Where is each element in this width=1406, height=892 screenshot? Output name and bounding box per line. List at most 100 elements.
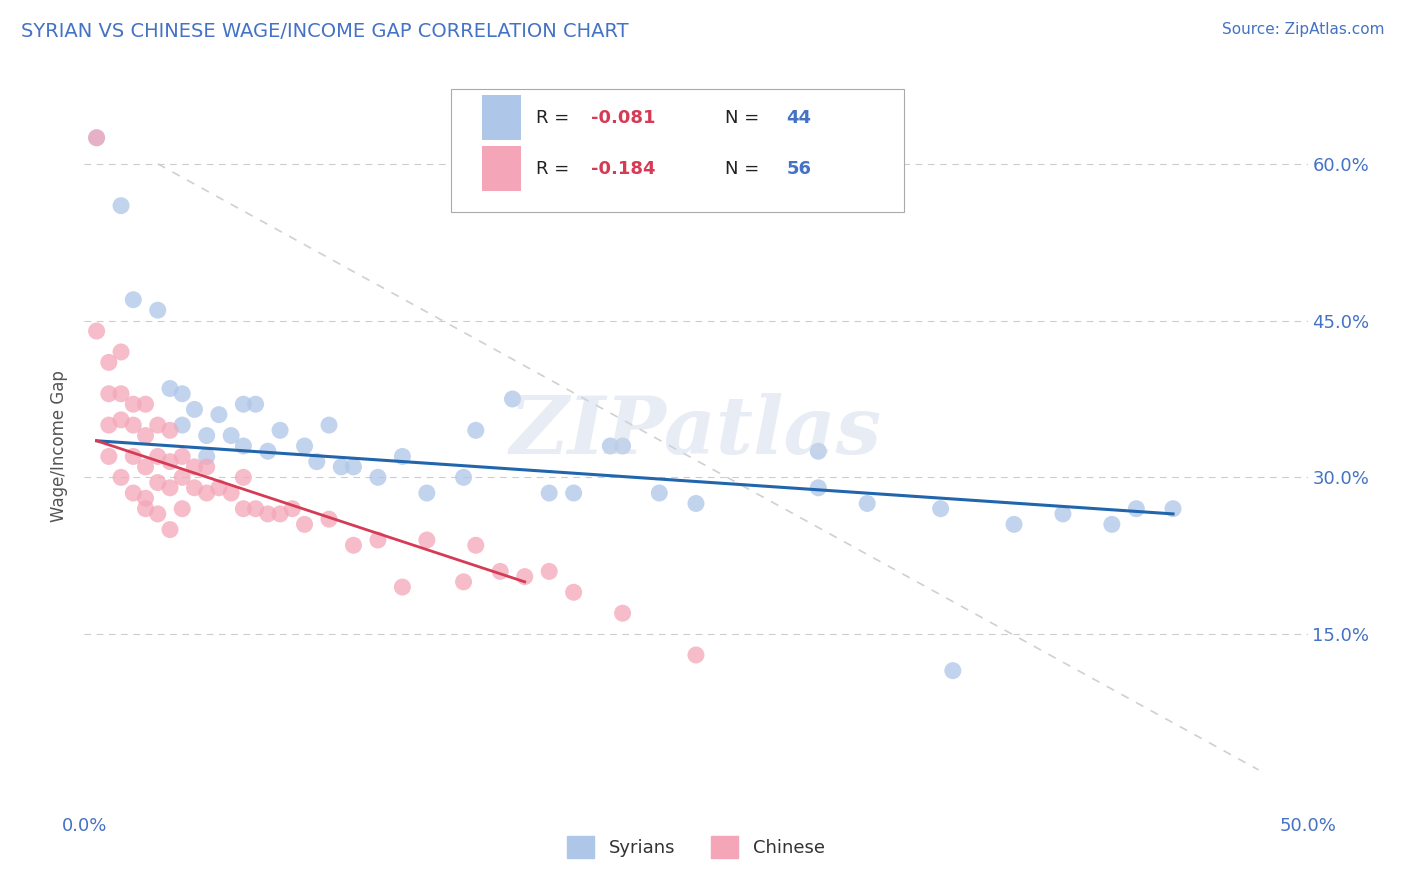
Point [183,481,205,495]
Point [599,439,621,453]
Point [367,470,389,484]
Point [1101,517,1123,532]
Point [305,455,328,469]
Point [195,428,218,442]
Point [146,303,169,318]
Text: SYRIAN VS CHINESE WAGE/INCOME GAP CORRELATION CHART: SYRIAN VS CHINESE WAGE/INCOME GAP CORREL… [21,22,628,41]
Point [135,501,157,516]
Point [294,439,316,453]
Point [86,324,108,338]
Point [416,486,439,500]
Text: 44: 44 [786,109,811,127]
Point [97,418,120,433]
Point [612,439,634,453]
Point [97,355,120,369]
Point [538,565,561,579]
Point [807,444,830,458]
Point [86,130,108,145]
Point [122,293,145,307]
Point [122,418,145,433]
FancyBboxPatch shape [482,146,522,192]
Text: -0.184: -0.184 [591,160,655,178]
Point [110,345,132,359]
Point [135,491,157,506]
Point [257,507,280,521]
Text: ZIPatlas: ZIPatlas [510,392,882,470]
Point [195,450,218,464]
Point [391,450,413,464]
Point [172,386,194,401]
Point [146,450,169,464]
Point [208,481,231,495]
Point [464,423,486,437]
Point [110,199,132,213]
Point [942,664,965,678]
Point [685,648,707,662]
Point [172,470,194,484]
Point [612,606,634,620]
Point [269,423,291,437]
Point [232,470,254,484]
FancyBboxPatch shape [451,89,904,212]
Text: -0.081: -0.081 [591,109,655,127]
Point [195,486,218,500]
Point [1125,501,1147,516]
Point [538,486,561,500]
Point [489,565,512,579]
Point [391,580,413,594]
Point [146,507,169,521]
Point [562,585,585,599]
Text: Source: ZipAtlas.com: Source: ZipAtlas.com [1222,22,1385,37]
Point [97,450,120,464]
Point [856,496,879,510]
Y-axis label: Wage/Income Gap: Wage/Income Gap [51,370,69,522]
Point [172,450,194,464]
Point [159,523,181,537]
Point [110,386,132,401]
Point [245,501,267,516]
Legend: Syrians, Chinese: Syrians, Chinese [560,829,832,865]
Point [219,428,242,442]
Point [232,397,254,411]
Text: 56: 56 [786,160,811,178]
Point [453,470,475,484]
Point [219,486,242,500]
Text: R =: R = [536,109,575,127]
Point [1161,501,1184,516]
Point [281,501,304,516]
Point [135,397,157,411]
Point [562,486,585,500]
Point [453,574,475,589]
Text: R =: R = [536,160,575,178]
Point [195,459,218,474]
Point [172,418,194,433]
Point [342,459,364,474]
Point [159,423,181,437]
Point [135,428,157,442]
Text: N =: N = [725,160,765,178]
Point [342,538,364,552]
Point [318,512,340,526]
Point [464,538,486,552]
Point [122,450,145,464]
Point [1002,517,1025,532]
Point [513,569,536,583]
Point [245,397,267,411]
Point [159,481,181,495]
Point [122,397,145,411]
Point [110,413,132,427]
Point [318,418,340,433]
Point [232,501,254,516]
Point [183,402,205,417]
Text: N =: N = [725,109,765,127]
Point [159,455,181,469]
Point [502,392,524,406]
Point [146,418,169,433]
Point [1052,507,1074,521]
Point [269,507,291,521]
Point [146,475,169,490]
Point [929,501,952,516]
Point [122,486,145,500]
Point [330,459,353,474]
Point [232,439,254,453]
